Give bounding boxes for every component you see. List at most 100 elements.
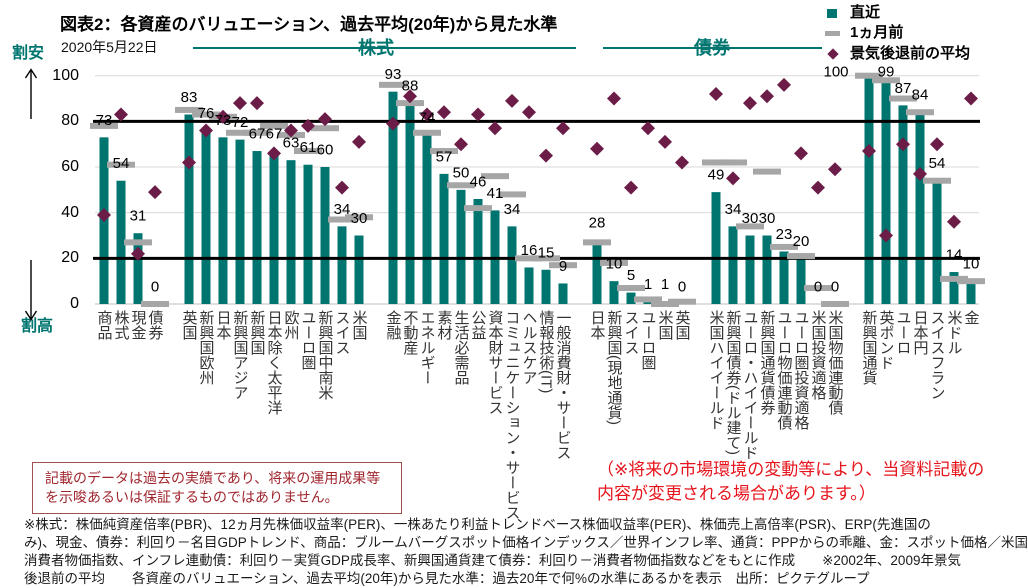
- bar: [473, 198, 483, 304]
- one-month-ago-marker: [753, 168, 781, 175]
- data-label: 72: [232, 114, 249, 131]
- data-label: 54: [929, 155, 946, 172]
- pre-recession-avg-marker: [284, 123, 298, 138]
- data-label: 87: [895, 80, 912, 97]
- x-category-label: 米ドル: [945, 310, 963, 355]
- data-label: 34: [334, 201, 351, 218]
- data-label: 28: [589, 215, 606, 232]
- markers-pre-recession-avg: [97, 77, 978, 261]
- data-label: 46: [470, 173, 487, 190]
- disclaimer-line: を示唆あるいは保証するものではありません。: [45, 489, 339, 505]
- one-month-ago-marker: [702, 159, 730, 166]
- pre-recession-avg-marker: [743, 96, 757, 111]
- x-category-label: 現金: [129, 310, 147, 340]
- pre-recession-avg-marker: [233, 96, 247, 111]
- x-category-label: 新興国(現地通貨): [605, 310, 623, 425]
- x-category-label: 新興国アジア: [231, 310, 249, 400]
- bar: [524, 267, 534, 304]
- one-month-ago-marker: [294, 148, 322, 155]
- one-month-ago-marker: [243, 129, 271, 136]
- pre-recession-avg-marker: [964, 91, 978, 106]
- one-month-ago-marker: [379, 81, 407, 88]
- x-category-label: ユーロ圏: [639, 310, 657, 370]
- bar: [507, 226, 517, 304]
- one-month-ago-marker: [192, 111, 220, 118]
- data-label: 84: [912, 87, 929, 104]
- pre-recession-avg-marker: [658, 134, 672, 149]
- one-month-ago-marker: [855, 72, 883, 79]
- bar: [592, 240, 602, 304]
- one-month-ago-marker: [600, 259, 628, 266]
- one-month-ago-marker: [328, 216, 356, 223]
- pre-recession-avg-marker: [828, 162, 842, 177]
- pre-recession-avg-marker: [403, 89, 417, 104]
- notice-line: 内容が変更される場合があります。）: [597, 484, 876, 503]
- data-label: 67: [266, 126, 283, 143]
- data-label: 0: [814, 279, 822, 296]
- data-label: 9: [559, 258, 567, 275]
- x-category-label: 一般消費財・サービス: [554, 310, 572, 460]
- one-month-ago-marker: [141, 301, 169, 307]
- pre-recession-avg-marker: [607, 91, 621, 106]
- x-category-label: 米国投資適格: [809, 310, 827, 400]
- pre-recession-avg-marker: [930, 137, 944, 152]
- footnote-line: ※株式：株価純資産倍率(PBR)、12ヵ月先株価収益率(PER)、一株あたり利益…: [24, 517, 931, 532]
- pre-recession-avg-marker: [131, 246, 145, 261]
- bar: [133, 233, 143, 304]
- pre-recession-avg-marker: [913, 166, 927, 181]
- x-category-label: 素材: [435, 310, 453, 340]
- one-month-ago-marker: [549, 262, 577, 269]
- x-category-label: 金: [962, 310, 980, 325]
- bar: [762, 235, 772, 304]
- x-category-label: 新興国通貨債券: [758, 310, 776, 415]
- x-category-label: 新興国欧州: [197, 310, 215, 385]
- one-month-ago-marker: [90, 122, 118, 129]
- x-category-label: 欧州: [282, 310, 300, 340]
- one-month-ago-marker: [515, 255, 543, 262]
- x-category-label: 商品: [95, 310, 113, 340]
- x-category-label: 金融: [384, 310, 402, 340]
- x-category-label: 新興国債券(ドル建て): [724, 310, 742, 455]
- one-month-ago-marker: [532, 255, 560, 262]
- pre-recession-avg-marker: [505, 93, 519, 108]
- x-category-label: 不動産: [401, 310, 419, 355]
- pre-recession-avg-marker: [879, 228, 893, 243]
- pre-recession-avg-marker: [641, 121, 655, 136]
- bar: [439, 173, 449, 304]
- arrow-up-icon: [24, 68, 38, 119]
- one-month-ago-marker: [226, 129, 254, 136]
- bond-section-label: 債券: [694, 38, 730, 58]
- one-month-ago-marker: [107, 161, 135, 168]
- pre-recession-avg-marker: [726, 171, 740, 186]
- gridlines: [95, 75, 979, 305]
- pre-recession-avg-marker: [675, 155, 689, 170]
- figure-title: 図表2：各資産のバリュエーション、過去平均(20年)から見た水準: [60, 15, 558, 34]
- x-category-label: 英国: [180, 310, 198, 340]
- data-label: 73: [96, 112, 113, 129]
- pre-recession-avg-marker: [420, 107, 434, 122]
- data-label: 30: [351, 210, 368, 227]
- one-month-ago-marker: [345, 214, 373, 221]
- x-category-label: 米国: [656, 310, 674, 340]
- bar: [269, 151, 279, 304]
- x-category-label: 資本財サービス: [486, 310, 504, 415]
- bar: [558, 283, 568, 304]
- pre-recession-avg-marker: [522, 105, 536, 120]
- pre-recession-avg-marker: [335, 180, 349, 195]
- data-label: 54: [113, 155, 130, 172]
- data-label: 23: [776, 226, 793, 243]
- one-month-ago-marker: [906, 109, 934, 116]
- pre-recession-avg-marker: [318, 112, 332, 127]
- x-category-label: ユーロ・ハイイールド: [741, 310, 759, 460]
- x-category-label: ユーロ: [894, 310, 912, 355]
- pre-recession-avg-marker: [556, 121, 570, 136]
- bar: [303, 164, 313, 304]
- x-category-label: ヘルスケア: [520, 310, 538, 385]
- bar: [541, 269, 551, 304]
- data-label: 60: [317, 142, 334, 159]
- data-label: 67: [249, 126, 266, 143]
- bar: [388, 91, 398, 304]
- as-of-date: 2020年5月22日: [61, 39, 158, 55]
- pre-recession-avg-marker: [590, 141, 604, 156]
- y-tick-label: 20: [61, 249, 79, 267]
